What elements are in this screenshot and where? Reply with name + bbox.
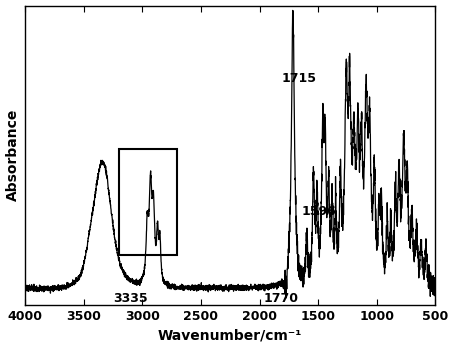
- Y-axis label: Absorbance: Absorbance: [5, 109, 20, 201]
- Bar: [119, 149, 178, 255]
- Text: 3335: 3335: [114, 292, 148, 305]
- Text: 1715: 1715: [282, 72, 317, 85]
- X-axis label: Wavenumber/cm⁻¹: Wavenumber/cm⁻¹: [158, 329, 302, 342]
- Text: 1596: 1596: [302, 205, 337, 218]
- Text: 1770: 1770: [263, 292, 298, 305]
